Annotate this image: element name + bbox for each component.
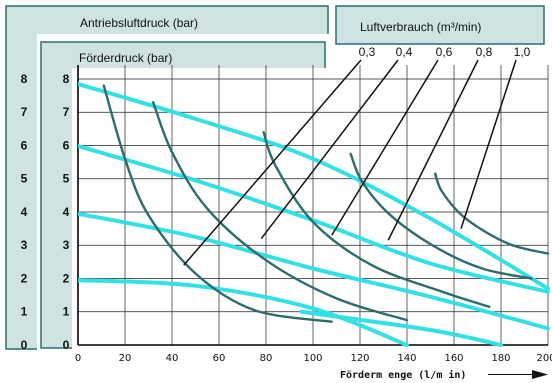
leader-line [460,59,517,229]
delivery-pressure-title: Förderdruck (bar) [79,51,172,65]
air-consumption-value-label: 0,4 [396,45,413,59]
x-tick-label: 160 [444,353,463,364]
delivery-pressure-tick: 0 [63,338,70,352]
delivery-pressure-tick: 2 [63,271,70,285]
air-consumption-value-label: 0,6 [436,45,453,59]
x-tick-label: 20 [119,353,132,364]
drive-pressure-tick: 7 [21,105,28,119]
x-tick-label: 180 [491,353,510,364]
x-axis-label: Förderm enge (l/m in) [340,369,466,381]
drive-pressure-tick: 8 [21,72,28,86]
pressure-curve [78,211,550,331]
delivery-pressure-tick: 8 [63,72,70,86]
x-tick-label: 200 [536,353,552,364]
x-tick-label: 120 [350,353,369,364]
x-tick-label: 0 [75,353,81,364]
leader-line [387,59,479,241]
x-tick-label: 140 [397,353,416,364]
air-consumption-value-label: 1,0 [514,45,531,59]
delivery-pressure-tick: 1 [63,305,70,319]
x-tick-label: 40 [166,353,179,364]
drive-pressure-tick: 2 [21,271,28,285]
plot-area: 0204060801001201401601802000123456780123… [21,45,552,364]
air-consumption-value-label: 0,8 [476,45,493,59]
air-consumption-curve [152,101,409,322]
x-axis-arrow-icon [488,370,548,379]
x-tick-label: 80 [260,353,273,364]
leader-line [260,59,399,240]
x-tick-label: 100 [303,353,322,364]
delivery-pressure-tick: 5 [63,172,70,186]
drive-pressure-tick: 1 [21,305,28,319]
leader-line [331,59,439,236]
drive-pressure-title: Antriebsluftdruck (bar) [80,16,198,30]
delivery-pressure-tick: 7 [63,105,70,119]
air-consumption-header [335,5,545,45]
drive-pressure-tick: 5 [21,172,28,186]
air-consumption-curve [349,152,533,280]
drive-pressure-tick: 4 [21,205,28,219]
leader-line [183,59,362,266]
air-consumption-curve [262,131,491,308]
air-consumption-title: Luftverbrauch (m³/min) [360,20,481,34]
delivery-pressure-tick: 6 [63,138,70,152]
drive-pressure-tick: 3 [21,238,28,252]
delivery-pressure-tick: 3 [63,238,70,252]
air-consumption-value-label: 0,3 [359,45,376,59]
delivery-pressure-tick: 4 [63,205,70,219]
drive-pressure-tick: 6 [21,138,28,152]
air-consumption-curve [434,172,550,255]
pressure-curve [299,309,503,347]
air-consumption-curve [102,84,333,323]
x-tick-label: 60 [213,353,226,364]
drive-pressure-tick: 0 [21,338,28,352]
pressure-curve [78,278,409,347]
